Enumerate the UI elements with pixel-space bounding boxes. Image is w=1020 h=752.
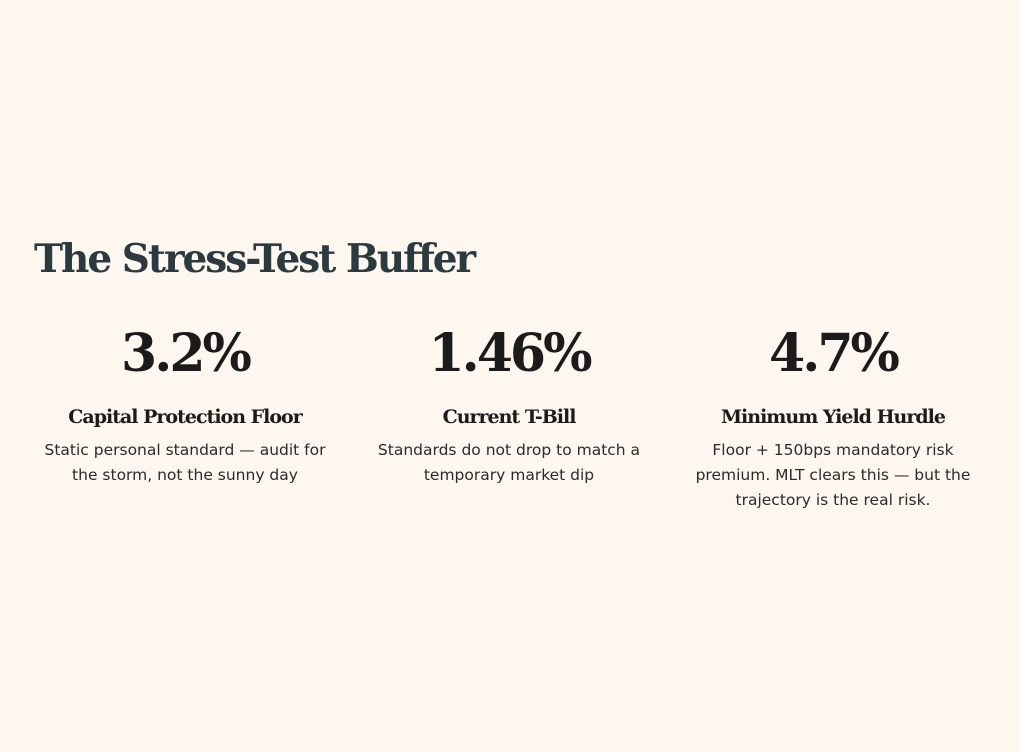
stat-description: Standards do not drop to match a tempora… bbox=[377, 441, 641, 484]
stat-label: Current T-Bill bbox=[442, 406, 577, 428]
section-title: The Stress-Test Buffer bbox=[34, 236, 476, 282]
stat-current-t-bill: 1.46% Current T-Bill Standards do not dr… bbox=[360, 322, 658, 488]
stat-label: Minimum Yield Hurdle bbox=[721, 406, 946, 428]
stat-value: 3.2% bbox=[121, 323, 252, 384]
stat-minimum-yield-hurdle: 4.7% Minimum Yield Hurdle Floor + 150bps… bbox=[682, 322, 984, 513]
stat-description: Static personal standard — audit for the… bbox=[44, 441, 326, 484]
stat-label: Capital Protection Floor bbox=[68, 406, 302, 428]
stat-value: 1.46% bbox=[428, 323, 592, 384]
stat-value: 4.7% bbox=[769, 323, 900, 384]
stat-capital-protection-floor: 3.2% Capital Protection Floor Static per… bbox=[34, 322, 336, 488]
stat-description: Floor + 150bps mandatory risk premium. M… bbox=[695, 441, 971, 509]
